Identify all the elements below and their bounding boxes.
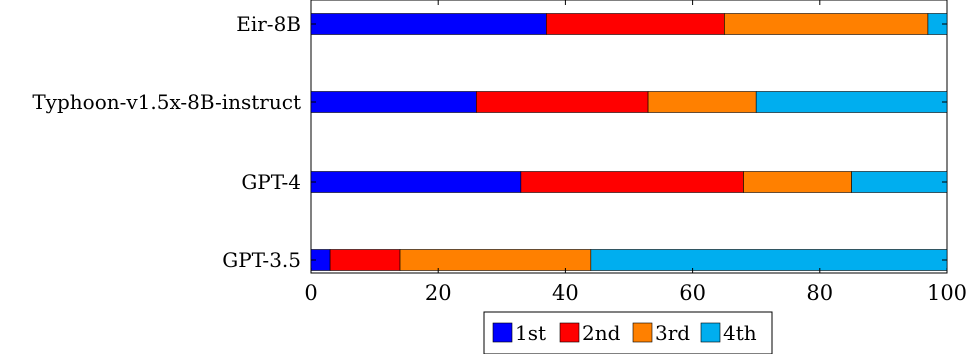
bar-2nd-3 [329, 249, 401, 271]
bar-2nd-1 [476, 91, 649, 113]
x-tick-label: 40 [552, 281, 579, 305]
bar-3rd-0 [724, 13, 929, 35]
plot-frame [310, 0, 948, 274]
legend-swatch-1st [492, 322, 513, 343]
bar-4th-2 [851, 171, 948, 193]
bar-1st-2 [310, 171, 522, 193]
bar-1st-0 [310, 13, 547, 35]
x-tick-label: 100 [927, 281, 967, 305]
bar-3rd-2 [743, 171, 852, 193]
bar-1st-1 [310, 91, 477, 113]
y-category-label: Eir-8B [236, 12, 301, 36]
legend-swatch-3rd [632, 322, 653, 343]
x-tick-label: 0 [304, 281, 317, 305]
y-category-label: GPT-3.5 [222, 248, 301, 272]
legend-label-2nd: 2nd [582, 321, 621, 345]
x-tick-label: 20 [425, 281, 452, 305]
y-category-label: GPT-4 [241, 170, 301, 194]
y-axis: Eir-8B Typhoon-v1.5x-8B-instruct GPT-4 GPT-… [32, 12, 947, 272]
bar-2nd-0 [546, 13, 725, 35]
bar-2nd-2 [520, 171, 744, 193]
bar-3rd-1 [647, 91, 757, 113]
legend-swatch-2nd [559, 322, 580, 343]
legend-frame [483, 311, 773, 354]
bar-3rd-3 [399, 249, 592, 271]
legend-label-4th: 4th [723, 321, 757, 345]
x-tick-label: 60 [679, 281, 706, 305]
x-tick-label: 80 [806, 281, 833, 305]
y-category-label: Typhoon-v1.5x-8B-instruct [32, 90, 301, 114]
legend: 1st 2nd 3rd 4th [483, 311, 773, 354]
bar-4th-1 [755, 91, 948, 113]
bar-4th-3 [590, 249, 948, 271]
bars-group [310, 13, 948, 271]
x-axis: 0 20 40 60 80 100 [304, 0, 967, 305]
legend-label-1st: 1st [515, 321, 546, 345]
legend-swatch-4th [700, 322, 721, 343]
legend-label-3rd: 3rd [655, 321, 690, 345]
